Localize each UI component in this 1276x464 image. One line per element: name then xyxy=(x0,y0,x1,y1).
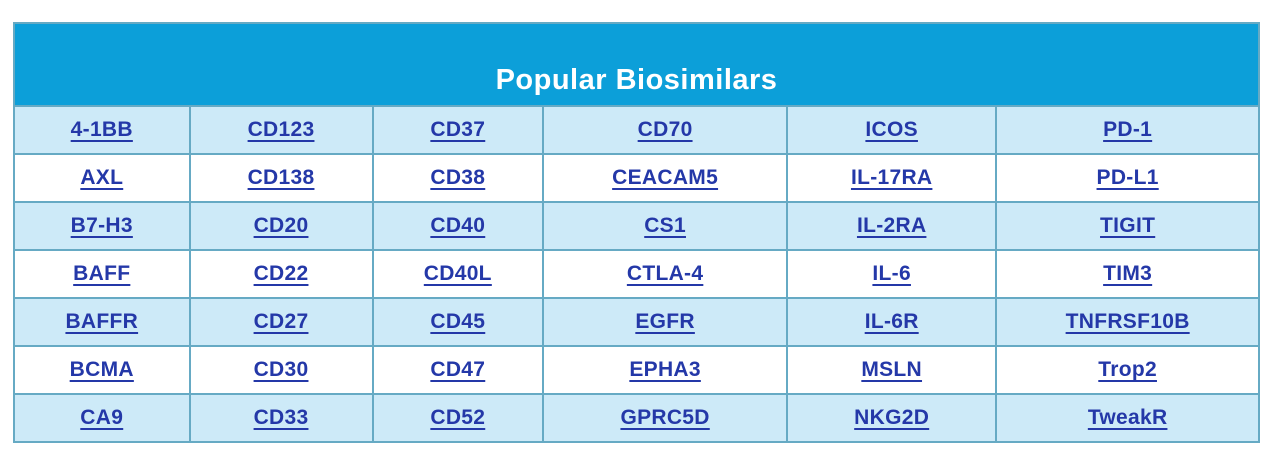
table-cell: CD27 xyxy=(188,297,374,347)
biosimilar-link[interactable]: CD70 xyxy=(637,118,693,141)
biosimilar-link[interactable]: IL-6 xyxy=(872,262,911,285)
table-cell: CS1 xyxy=(542,201,789,251)
biosimilar-link[interactable]: AXL xyxy=(80,166,124,189)
table-cell: BAFFR xyxy=(13,297,191,347)
biosimilar-link[interactable]: CA9 xyxy=(80,406,124,429)
table-cell: IL-6R xyxy=(786,297,998,347)
table-cell: EPHA3 xyxy=(542,345,789,395)
biosimilar-link[interactable]: PD-L1 xyxy=(1096,166,1159,189)
biosimilar-link[interactable]: EGFR xyxy=(635,310,695,333)
table-cell: B7-H3 xyxy=(13,201,191,251)
table-row: BAFFR CD27 CD45 EGFR IL-6R TNFRSF10B xyxy=(13,297,1260,347)
table-row: AXL CD138 CD38 CEACAM5 IL-17RA PD-L1 xyxy=(13,153,1260,203)
biosimilar-link[interactable]: CD22 xyxy=(253,262,309,285)
table-cell: GPRC5D xyxy=(542,393,789,443)
biosimilar-link[interactable]: MSLN xyxy=(861,358,923,381)
table-cell: CD47 xyxy=(371,345,545,395)
biosimilar-link[interactable]: CD37 xyxy=(430,118,486,141)
biosimilar-link[interactable]: CD40 xyxy=(430,214,486,237)
biosimilar-link[interactable]: NKG2D xyxy=(854,406,930,429)
biosimilar-link[interactable]: EPHA3 xyxy=(629,358,701,381)
biosimilar-link[interactable]: Trop2 xyxy=(1098,358,1157,381)
biosimilar-link[interactable]: CS1 xyxy=(644,214,686,237)
biosimilar-link[interactable]: GPRC5D xyxy=(620,406,710,429)
table-cell: TIGIT xyxy=(995,201,1260,251)
biosimilar-link[interactable]: IL-6R xyxy=(864,310,919,333)
biosimilar-link[interactable]: CD40L xyxy=(423,262,492,285)
table-header: Popular Biosimilars xyxy=(13,22,1260,107)
table-cell: PD-L1 xyxy=(995,153,1260,203)
table-cell: CD30 xyxy=(188,345,374,395)
biosimilar-link[interactable]: CD20 xyxy=(253,214,309,237)
table-cell: 4-1BB xyxy=(13,105,191,155)
table-cell: NKG2D xyxy=(786,393,998,443)
biosimilar-link[interactable]: CD33 xyxy=(253,406,309,429)
biosimilar-link[interactable]: CD123 xyxy=(247,118,315,141)
table-cell: CD123 xyxy=(188,105,374,155)
table-row: BCMA CD30 CD47 EPHA3 MSLN Trop2 xyxy=(13,345,1260,395)
biosimilar-link[interactable]: IL-2RA xyxy=(856,214,927,237)
biosimilar-link[interactable]: CD27 xyxy=(253,310,309,333)
biosimilar-link[interactable]: CD138 xyxy=(247,166,315,189)
popular-biosimilars-table: Popular Biosimilars 4-1BB CD123 CD37 CD7… xyxy=(13,22,1260,443)
table-cell: BAFF xyxy=(13,249,191,299)
table-cell: CD37 xyxy=(371,105,545,155)
biosimilar-link[interactable]: PD-1 xyxy=(1103,118,1153,141)
biosimilar-link[interactable]: 4-1BB xyxy=(70,118,133,141)
table-cell: CD38 xyxy=(371,153,545,203)
biosimilar-link[interactable]: ICOS xyxy=(865,118,918,141)
page-title: Popular Biosimilars xyxy=(495,64,778,96)
header-row: Popular Biosimilars xyxy=(13,22,1260,107)
biosimilar-link[interactable]: CD45 xyxy=(430,310,486,333)
table-cell: CA9 xyxy=(13,393,191,443)
table-row: BAFF CD22 CD40L CTLA-4 IL-6 TIM3 xyxy=(13,249,1260,299)
table-cell: IL-17RA xyxy=(786,153,998,203)
table-cell: CTLA-4 xyxy=(542,249,789,299)
biosimilar-link[interactable]: BCMA xyxy=(69,358,134,381)
table-cell: CD40L xyxy=(371,249,545,299)
biosimilar-link[interactable]: TIGIT xyxy=(1100,214,1156,237)
biosimilar-link[interactable]: CEACAM5 xyxy=(612,166,719,189)
table-cell: CD20 xyxy=(188,201,374,251)
table-row: CA9 CD33 CD52 GPRC5D NKG2D TweakR xyxy=(13,393,1260,443)
table-cell: BCMA xyxy=(13,345,191,395)
table-cell: IL-6 xyxy=(786,249,998,299)
biosimilar-link[interactable]: B7-H3 xyxy=(70,214,133,237)
table-cell: CD22 xyxy=(188,249,374,299)
biosimilar-link[interactable]: CD47 xyxy=(430,358,486,381)
table-cell: AXL xyxy=(13,153,191,203)
table-cell: CD70 xyxy=(542,105,789,155)
table-cell: CD45 xyxy=(371,297,545,347)
biosimilar-link[interactable]: TweakR xyxy=(1087,406,1168,429)
table-row: 4-1BB CD123 CD37 CD70 ICOS PD-1 xyxy=(13,105,1260,155)
biosimilar-link[interactable]: TNFRSF10B xyxy=(1065,310,1190,333)
biosimilar-link[interactable]: BAFFR xyxy=(65,310,139,333)
biosimilar-link[interactable]: IL-17RA xyxy=(850,166,933,189)
table-cell: CD40 xyxy=(371,201,545,251)
biosimilar-link[interactable]: CD38 xyxy=(430,166,486,189)
table-cell: TweakR xyxy=(995,393,1260,443)
table-cell: Trop2 xyxy=(995,345,1260,395)
table-cell: CD52 xyxy=(371,393,545,443)
table-cell: MSLN xyxy=(786,345,998,395)
table-row: B7-H3 CD20 CD40 CS1 IL-2RA TIGIT xyxy=(13,201,1260,251)
table-cell: ICOS xyxy=(786,105,998,155)
table-cell: CD138 xyxy=(188,153,374,203)
table-cell: CEACAM5 xyxy=(542,153,789,203)
table-cell: PD-1 xyxy=(995,105,1260,155)
table-cell: TNFRSF10B xyxy=(995,297,1260,347)
biosimilar-link[interactable]: CTLA-4 xyxy=(626,262,704,285)
table-cell: EGFR xyxy=(542,297,789,347)
biosimilars-grid: Popular Biosimilars 4-1BB CD123 CD37 CD7… xyxy=(13,22,1260,443)
biosimilar-link[interactable]: BAFF xyxy=(73,262,131,285)
biosimilar-link[interactable]: TIM3 xyxy=(1103,262,1153,285)
biosimilar-link[interactable]: CD52 xyxy=(430,406,486,429)
biosimilar-link[interactable]: CD30 xyxy=(253,358,309,381)
table-cell: CD33 xyxy=(188,393,374,443)
table-cell: IL-2RA xyxy=(786,201,998,251)
table-cell: TIM3 xyxy=(995,249,1260,299)
